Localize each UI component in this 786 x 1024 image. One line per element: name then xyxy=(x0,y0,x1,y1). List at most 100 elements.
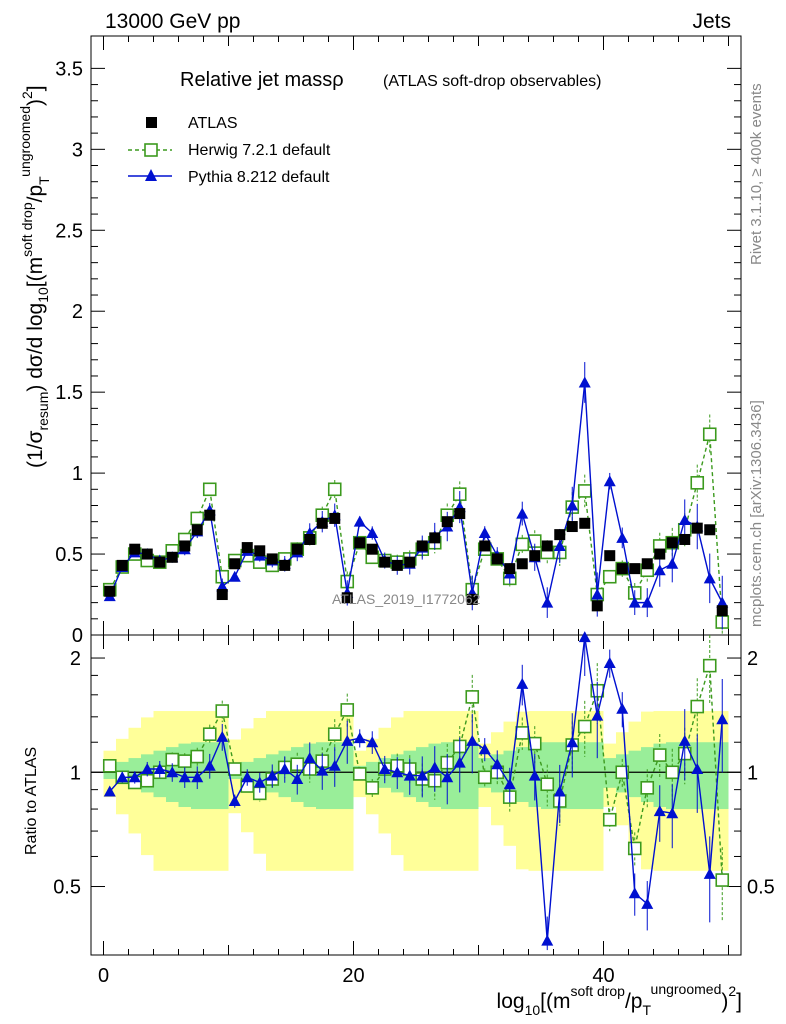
atlas-point xyxy=(416,540,428,552)
ratio-herwig-point xyxy=(215,704,230,718)
pythia-point xyxy=(653,564,666,576)
atlas-point xyxy=(141,548,153,560)
band-inner xyxy=(628,750,641,798)
atlas-point xyxy=(654,548,666,560)
pythia-line xyxy=(109,382,723,604)
atlas-point xyxy=(291,543,303,555)
ratio-xtick-label: 40 xyxy=(592,965,614,987)
band-inner xyxy=(341,742,354,810)
main-ytick-label: 2 xyxy=(72,301,83,323)
ratio-xtick-label: 20 xyxy=(342,965,364,987)
atlas-point xyxy=(441,516,453,528)
watermark: ATLAS_2019_I1772062 xyxy=(332,591,481,607)
ratio-herwig-point xyxy=(177,754,192,768)
ratio-pythia-point xyxy=(353,732,366,744)
pythia-point xyxy=(628,596,641,608)
ratio-pythia-point xyxy=(703,867,716,879)
pythia-point xyxy=(578,376,591,388)
ratio-pythia-point xyxy=(628,887,641,899)
ratio-pythia-point xyxy=(641,897,654,909)
atlas-point xyxy=(554,529,566,541)
main-ytick-label: 3.5 xyxy=(55,58,83,80)
ratio-pythia-point xyxy=(253,776,266,788)
ratio-pythia-point xyxy=(103,785,116,797)
ratio-pythia-point xyxy=(428,761,441,773)
pythia-point xyxy=(641,596,654,608)
pythia-point xyxy=(353,515,366,527)
ratio-herwig-point xyxy=(340,703,355,717)
atlas-point xyxy=(379,556,391,568)
atlas-point xyxy=(504,563,516,575)
main-ytick-label: 0.5 xyxy=(55,544,83,566)
ratio-herwig-point xyxy=(615,765,630,780)
ratio-pythia-point xyxy=(178,771,191,783)
legend-atlas-marker xyxy=(146,117,157,128)
ratio-herwig-point xyxy=(527,736,542,751)
atlas-point xyxy=(704,524,716,536)
band-inner xyxy=(578,742,591,810)
ratio-pythia-point xyxy=(591,709,604,721)
ratio-herwig-point xyxy=(652,748,667,762)
atlas-point xyxy=(679,533,691,545)
band-inner xyxy=(703,742,716,810)
ratio-ytick-label-right: 1 xyxy=(747,762,758,784)
atlas-point xyxy=(591,600,603,612)
ratio-herwig-point xyxy=(690,699,705,714)
ratio-ylabel: Ratio to ATLAS xyxy=(23,747,40,855)
pythia-point xyxy=(366,527,379,539)
legend-pythia-label: Pythia 8.212 default xyxy=(188,169,330,186)
ratio-herwig-point xyxy=(602,812,617,827)
atlas-point xyxy=(216,589,228,601)
atlas-point xyxy=(391,559,403,571)
legend-pythia-marker xyxy=(145,169,157,181)
herwig-point xyxy=(690,476,705,490)
atlas-point xyxy=(604,550,616,562)
atlas-point xyxy=(579,517,591,529)
atlas-point xyxy=(466,593,478,605)
ratio-pythia-point xyxy=(691,763,704,775)
ratio-ytick-label-right: 2 xyxy=(747,648,758,670)
ratio-pythia-point xyxy=(278,763,291,775)
ratio-pythia-point xyxy=(516,677,529,689)
ratio-pythia-point xyxy=(391,766,404,778)
ratio-pythia-point xyxy=(528,769,541,781)
ratio-pythia-point xyxy=(678,734,691,746)
herwig-point xyxy=(202,482,217,497)
ratio-pythia-point xyxy=(566,736,579,748)
atlas-point xyxy=(716,605,728,617)
ratio-herwig-point xyxy=(715,873,730,887)
ratio-herwig-point xyxy=(140,773,155,788)
atlas-point xyxy=(166,551,178,563)
herwig-point xyxy=(702,427,717,442)
main-ytick-label: 1.5 xyxy=(55,382,83,404)
pythia-point xyxy=(716,596,729,608)
pythia-point xyxy=(603,475,616,487)
ratio-pythia-line xyxy=(109,637,723,941)
ratio-herwig-line xyxy=(109,665,723,881)
rivet-label: Rivet 3.1.10, ≥ 400k events xyxy=(748,83,765,265)
atlas-point xyxy=(691,522,703,534)
atlas-point xyxy=(566,521,578,533)
legend: ATLAS Herwig 7.2.1 default Pythia 8.212 … xyxy=(128,115,331,186)
atlas-point xyxy=(316,517,328,529)
ratio-herwig-point xyxy=(365,781,380,795)
pythia-point xyxy=(703,572,716,584)
atlas-point xyxy=(491,553,503,565)
atlas-point xyxy=(279,559,291,571)
ratio-herwig-point xyxy=(577,719,592,734)
atlas-point xyxy=(179,540,191,552)
atlas-point xyxy=(429,532,441,544)
atlas-point xyxy=(529,550,541,562)
main-ytick-label: 0 xyxy=(72,625,83,647)
pythia-point xyxy=(616,531,629,543)
band-inner xyxy=(516,747,529,802)
pythia-point xyxy=(553,539,566,551)
plot-title: Relative jet massρ xyxy=(180,69,344,91)
atlas-point xyxy=(204,509,216,521)
atlas-point xyxy=(354,537,366,549)
atlas-point xyxy=(154,556,166,568)
main-ytick-label: 1 xyxy=(72,463,83,485)
atlas-point xyxy=(104,585,116,597)
herwig-point xyxy=(577,484,592,498)
atlas-point xyxy=(341,592,353,604)
